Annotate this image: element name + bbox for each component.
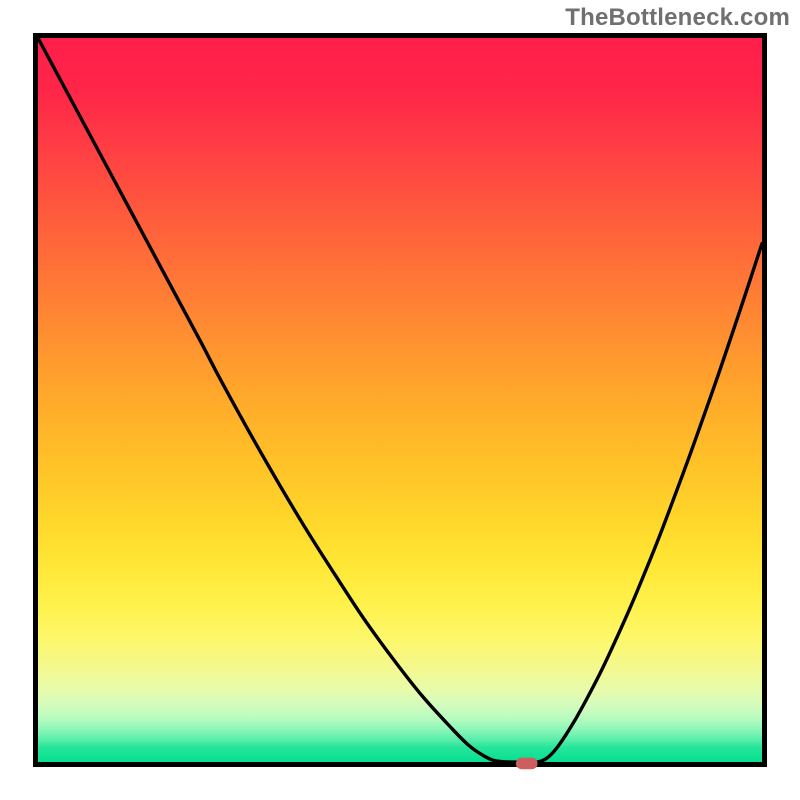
watermark-label: TheBottleneck.com [565,4,790,32]
optimum-marker [516,758,538,770]
chart-plot-background [38,38,762,762]
bottleneck-chart [0,0,800,800]
